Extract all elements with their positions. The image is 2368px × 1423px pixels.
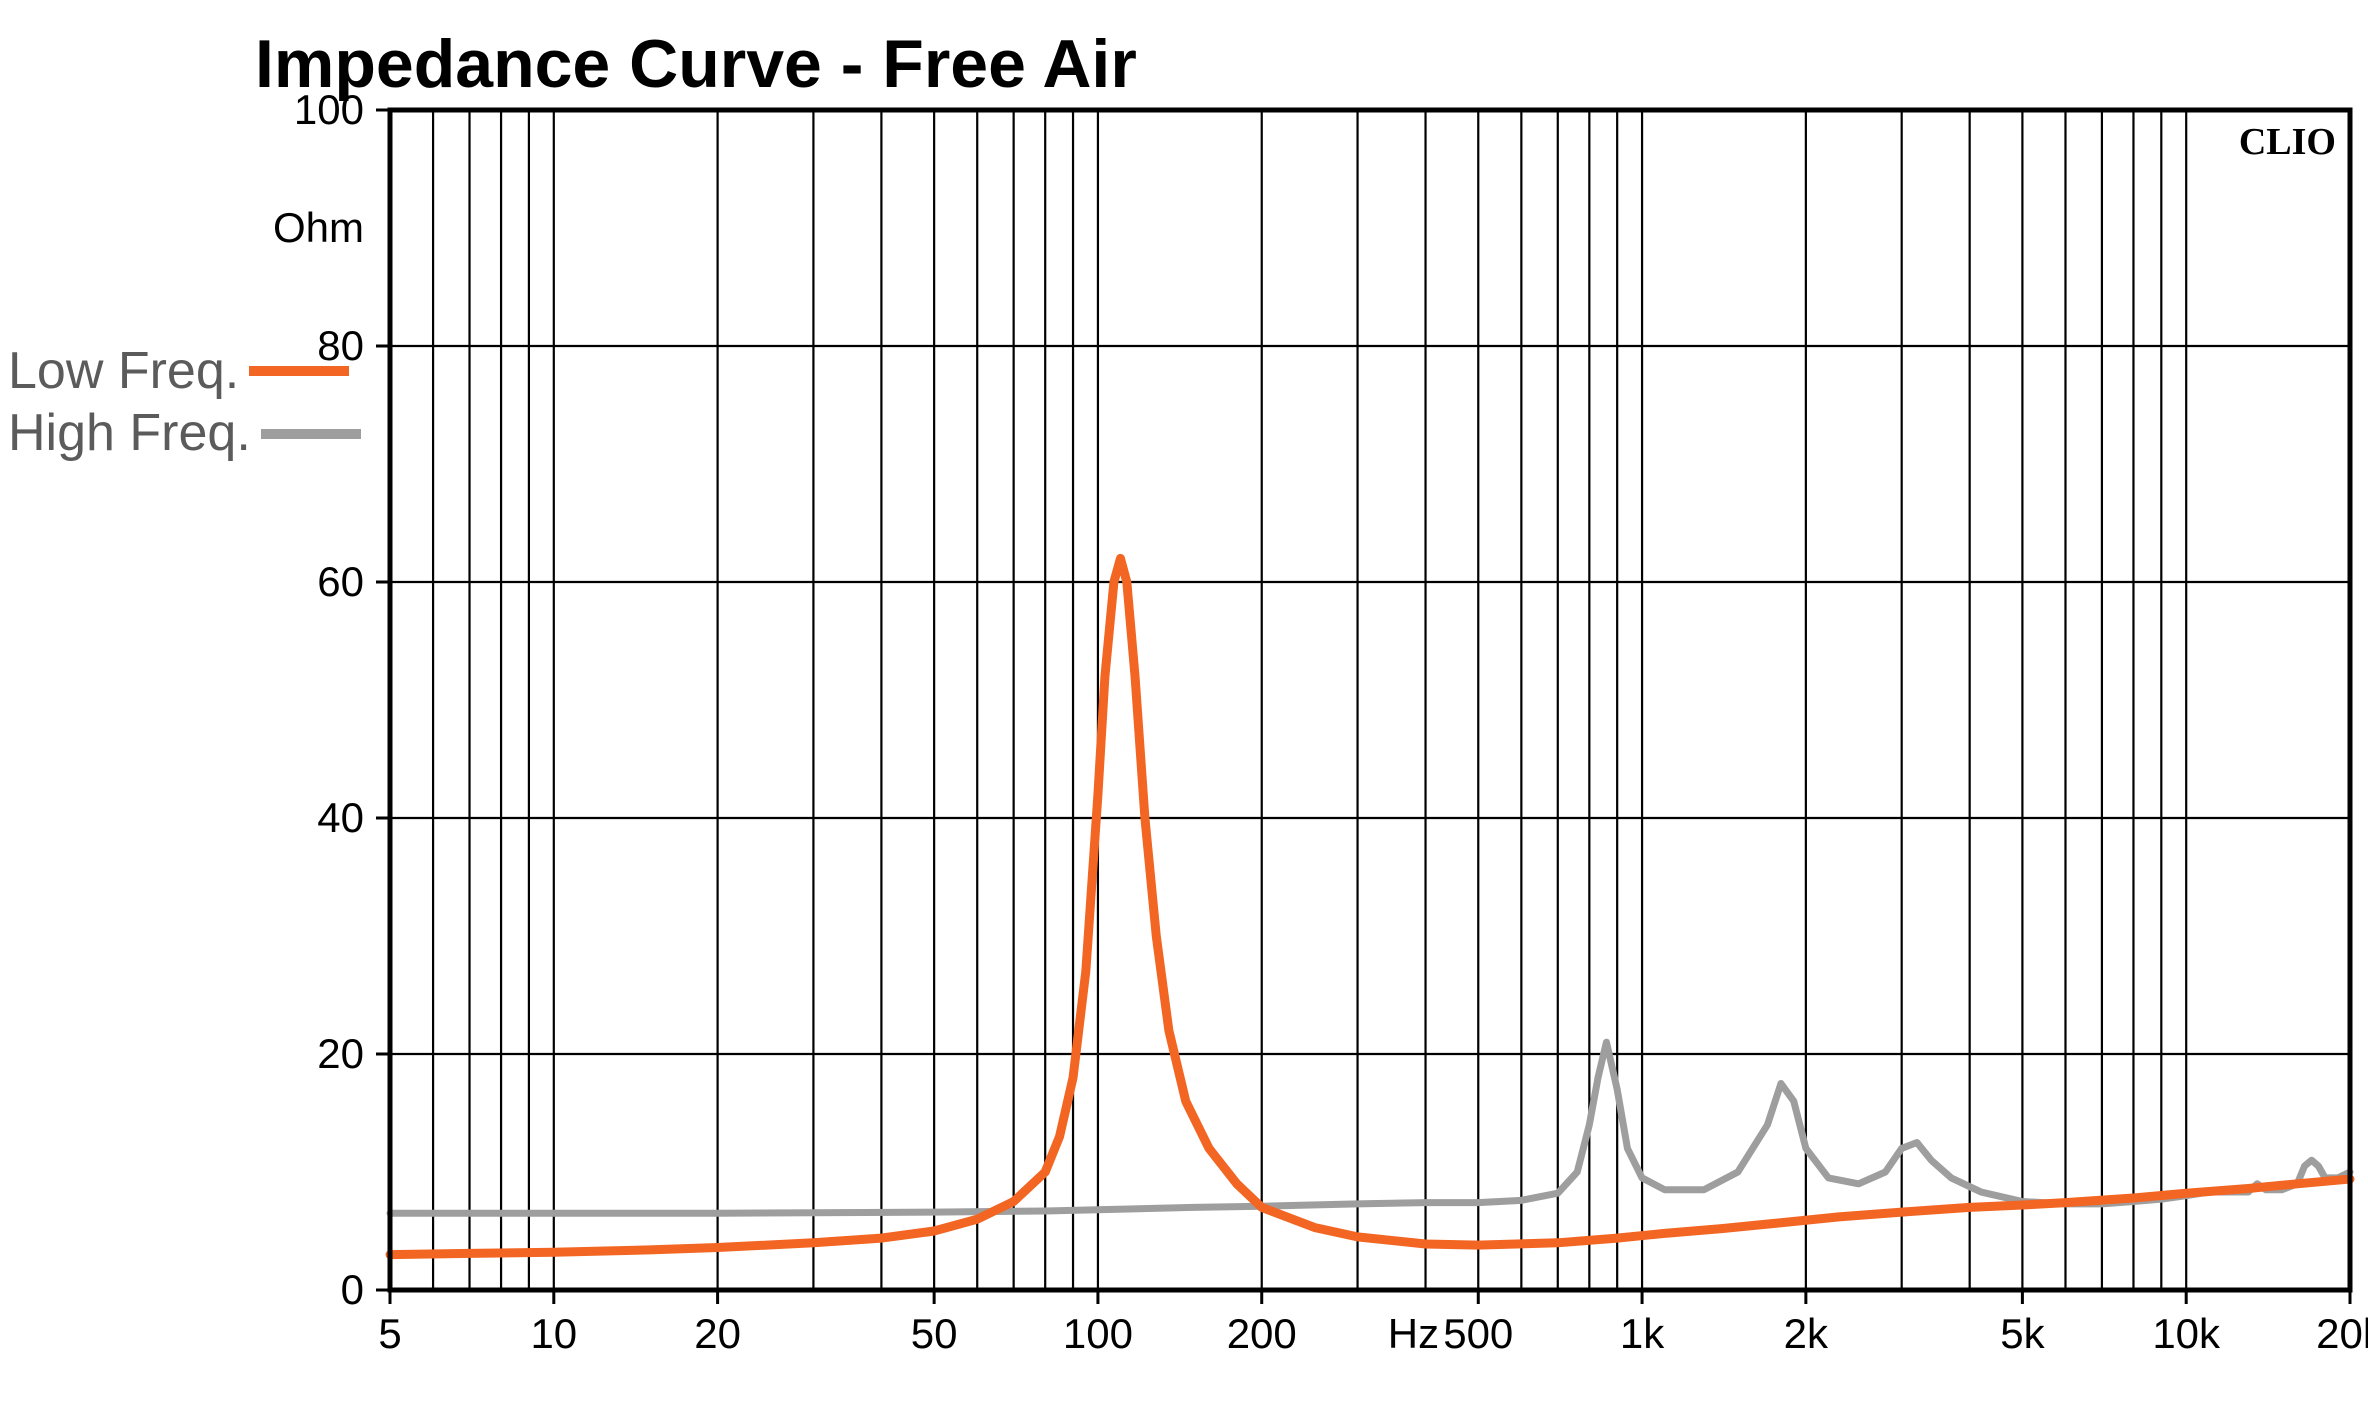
xtick-label: 200 <box>1227 1310 1297 1357</box>
ytick-label: 0 <box>341 1266 364 1313</box>
watermark-label: CLIO <box>2239 121 2336 163</box>
ytick-label: 60 <box>317 558 364 605</box>
xtick-label: 50 <box>911 1310 958 1357</box>
x-unit-label: Hz <box>1388 1310 1439 1357</box>
xtick-label: 100 <box>1063 1310 1133 1357</box>
legend-label-low: Low Freq. <box>8 340 239 402</box>
chart-container: Impedance Curve - Free Air Low Freq. Hig… <box>0 0 2368 1423</box>
ytick-label: 80 <box>317 322 364 369</box>
xtick-label: 10k <box>2152 1310 2221 1357</box>
xtick-label: 5k <box>2000 1310 2045 1357</box>
legend-label-high: High Freq. <box>8 402 251 464</box>
xtick-label: 10 <box>530 1310 577 1357</box>
xtick-label: 2k <box>1784 1310 1829 1357</box>
ytick-label: 20 <box>317 1030 364 1077</box>
xtick-label: 1k <box>1620 1310 1665 1357</box>
ytick-label: 40 <box>317 794 364 841</box>
xtick-label: 20k <box>2316 1310 2368 1357</box>
xtick-label: 20 <box>694 1310 741 1357</box>
ytick-label: 100 <box>294 90 364 133</box>
impedance-chart: 0 20 40 60 80 100 Ohm 5 10 20 50 100 200 500 1k 2k 5k 10k… <box>250 90 2368 1380</box>
xtick-label: 5 <box>378 1310 401 1357</box>
y-unit-label: Ohm <box>273 204 364 251</box>
xtick-label: 500 <box>1443 1310 1513 1357</box>
